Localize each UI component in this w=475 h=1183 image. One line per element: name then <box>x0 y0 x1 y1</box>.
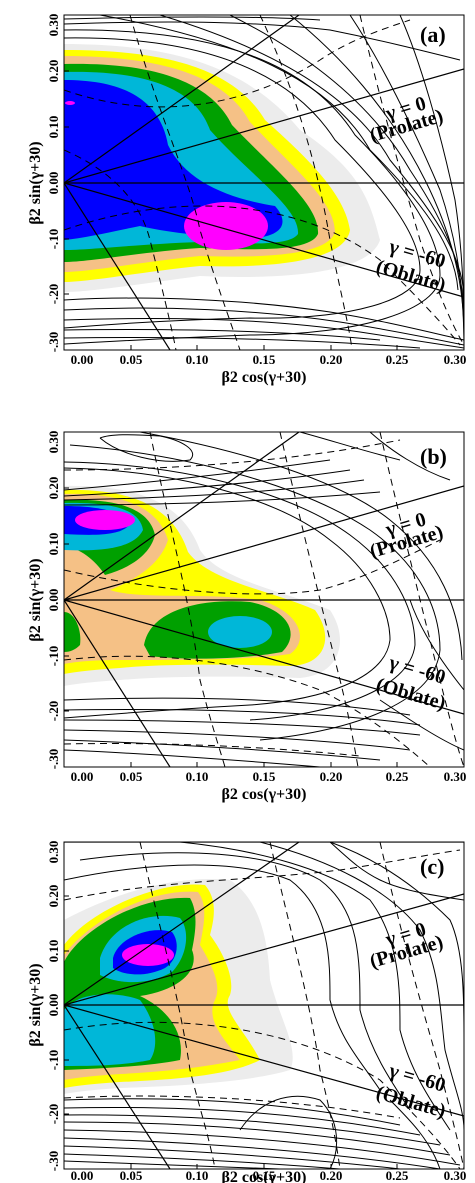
dashed-lines-c <box>64 842 464 1169</box>
y-tickmarks-a <box>64 14 69 351</box>
y-tick-label: 0.20 <box>46 477 61 500</box>
x-tickmarks-c <box>63 1164 465 1169</box>
y-tick-label: 0.00 <box>46 994 61 1017</box>
y-tick-label: 0.10 <box>46 116 61 139</box>
x-tick-labels-a: 0.00 0.05 0.10 0.15 0.20 0.25 0.30 <box>71 352 467 367</box>
y-tick-label: 0.10 <box>46 533 61 556</box>
panel-b: 0.00 0.05 0.10 0.15 0.20 0.25 0.30 -.30 … <box>27 431 466 803</box>
x-tick-label: 0.10 <box>186 352 209 367</box>
panel-label: (c) <box>420 854 444 879</box>
y-axis-label: β2 sin(γ+30) <box>27 141 44 224</box>
x-tick-label: 0.30 <box>444 1168 467 1183</box>
x-tick-label: 0.15 <box>253 1168 276 1183</box>
x-tick-labels-c: 0.00 0.05 0.10 0.15 0.20 0.25 0.30 <box>71 1168 467 1183</box>
x-tickmarks-b <box>63 762 465 767</box>
contour-lines-b <box>64 432 464 767</box>
y-tick-label: 0.20 <box>46 885 61 908</box>
y-tick-label: 0.30 <box>46 431 61 454</box>
x-tick-label: 0.00 <box>71 769 94 784</box>
y-tick-label: 0.00 <box>46 172 61 195</box>
y-tick-labels-a: -.30 -.20 -.10 0.00 0.10 0.20 0.30 <box>46 14 61 353</box>
y-tick-label: 0.30 <box>46 14 61 37</box>
x-tick-label: 0.20 <box>320 769 343 784</box>
x-tick-labels-b: 0.00 0.05 0.10 0.15 0.20 0.25 0.30 <box>71 769 467 784</box>
y-tickmarks-c <box>64 841 69 1170</box>
contour-fills-b <box>64 485 340 686</box>
panel-label: (a) <box>420 22 446 47</box>
y-tickmarks-b <box>64 431 69 768</box>
x-tick-label: 0.05 <box>120 769 143 784</box>
reference-lines-b <box>64 432 464 767</box>
x-tick-label: 0.25 <box>386 1168 409 1183</box>
contour-fills-c <box>64 879 293 1094</box>
dashed-lines-a <box>64 15 464 350</box>
x-tick-label: 0.00 <box>71 352 94 367</box>
x-tickmarks-a <box>63 345 465 350</box>
contour-lines-a <box>64 15 464 350</box>
x-tick-label: 0.00 <box>71 1168 94 1183</box>
x-tick-label: 0.25 <box>386 769 409 784</box>
contour-lines-c <box>64 842 464 1169</box>
y-tick-label: -.20 <box>46 284 61 305</box>
x-axis-label: β2 cos(γ+30) <box>221 369 306 386</box>
x-tick-label: 0.20 <box>320 352 343 367</box>
reference-lines-c <box>64 842 464 1169</box>
reference-lines-a <box>64 15 464 350</box>
y-tick-label: -.10 <box>46 646 61 667</box>
y-tick-label: -.20 <box>46 701 61 722</box>
y-tick-label: -.30 <box>46 749 61 770</box>
x-tick-label: 0.30 <box>444 769 467 784</box>
y-axis-label: β2 sin(γ+30) <box>27 963 44 1046</box>
x-tick-label: 0.10 <box>186 769 209 784</box>
x-tick-label: 0.25 <box>386 352 409 367</box>
y-tick-label: -.30 <box>46 332 61 353</box>
y-tick-labels-b: -.30 -.20 -.10 0.00 0.10 0.20 0.30 <box>46 431 61 770</box>
x-axis-label: β2 cos(γ+30) <box>221 786 306 803</box>
y-tick-label: -.20 <box>46 1104 61 1125</box>
panel-label: (b) <box>420 444 447 469</box>
y-tick-label: -.10 <box>46 1050 61 1071</box>
y-tick-label: -.30 <box>46 1151 61 1172</box>
y-tick-labels-c: -.30 -.20 -.10 0.00 0.10 0.20 0.30 <box>46 841 61 1172</box>
x-tick-label: 0.05 <box>120 1168 143 1183</box>
x-axis-label: β2 cos(γ+30) <box>221 1169 306 1183</box>
contour-fills-a <box>64 44 380 292</box>
y-tick-label: -.10 <box>46 229 61 250</box>
x-tick-label: 0.15 <box>253 352 276 367</box>
panel-c: 0.00 0.05 0.10 0.15 0.20 0.25 0.30 -.30 … <box>27 841 466 1183</box>
x-tick-label: 0.20 <box>320 1168 343 1183</box>
y-axis-label: β2 sin(γ+30) <box>27 558 44 641</box>
dashed-lines-b <box>64 432 464 767</box>
x-tick-label: 0.30 <box>444 352 467 367</box>
y-tick-label: 0.00 <box>46 589 61 612</box>
x-tick-label: 0.05 <box>120 352 143 367</box>
x-tick-label: 0.10 <box>186 1168 209 1183</box>
panel-a: 0.00 0.05 0.10 0.15 0.20 0.25 0.30 -.30 … <box>27 14 466 386</box>
y-tick-label: 0.30 <box>46 841 61 864</box>
x-tick-label: 0.15 <box>253 769 276 784</box>
y-tick-label: 0.10 <box>46 940 61 963</box>
y-tick-label: 0.20 <box>46 60 61 83</box>
